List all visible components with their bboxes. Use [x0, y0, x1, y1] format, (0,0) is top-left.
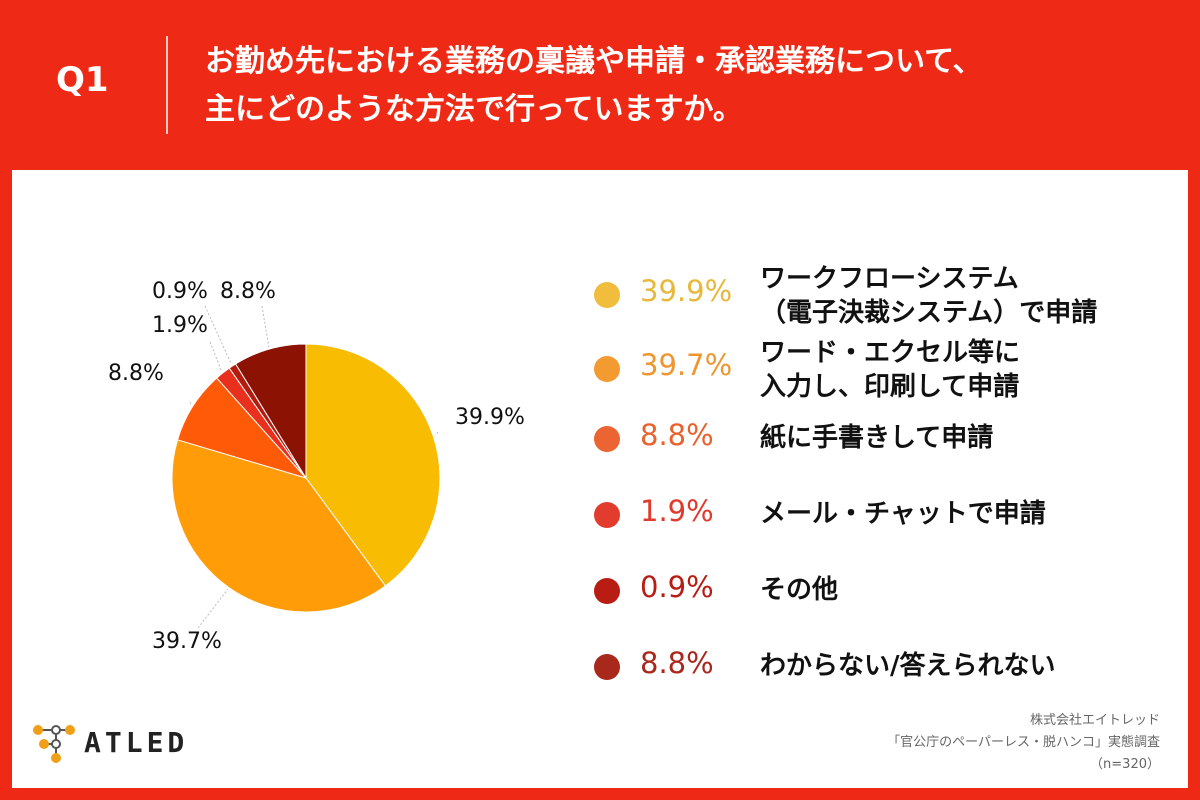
- legend-label: ワード・エクセル等に 入力し、印刷して申請: [760, 336, 1020, 404]
- credit-company: 株式会社エイトレッド: [1029, 713, 1160, 728]
- question-title-line1: お勤め先における業務の稟議や申請・承認業務について、: [205, 44, 983, 79]
- atled-logo-text: ATLED: [84, 726, 189, 759]
- pie-data-label-5: 0.9%: [152, 279, 208, 304]
- legend-swatch: [594, 654, 620, 680]
- pie-slice-1: [305, 343, 441, 587]
- legend-label-line1: 紙に手書きして申請: [760, 423, 994, 453]
- legend-label: メール・チャットで申請: [760, 497, 1046, 531]
- legend-label-line2: （電子決裁システム）で申請: [760, 298, 1098, 328]
- legend-label-line1: ワード・エクセル等に: [760, 338, 1021, 368]
- legend-swatch: [594, 502, 620, 528]
- question-title-line2: 主にどのような方法で行っていますか。: [205, 92, 743, 127]
- pie-slice-2: [171, 439, 387, 613]
- legend-label: ワークフローシステム （電子決裁システム）で申請: [760, 262, 1097, 330]
- legend-swatch: [594, 282, 620, 308]
- legend-percent: 0.9%: [640, 570, 714, 604]
- leader-line-3: [189, 401, 192, 406]
- legend-label: その他: [760, 573, 838, 607]
- leader-line-1: [434, 431, 439, 436]
- legend-percent: 8.8%: [640, 418, 714, 452]
- leader-line-4: [209, 341, 223, 372]
- credit-survey: 「官公庁のペーパーレス・脱ハンコ」実態調査: [887, 735, 1160, 750]
- atled-logo-icon: [33, 725, 75, 763]
- legend-label-line2: 入力し、印刷して申請: [760, 372, 1020, 402]
- legend-label-line1: わからない/答えられない: [760, 651, 1056, 681]
- pie-data-label-6: 8.8%: [220, 279, 276, 304]
- leader-line-6: [261, 305, 270, 348]
- legend-label-line1: その他: [760, 575, 839, 605]
- survey-credit: 株式会社エイトレッド 「官公庁のペーパーレス・脱ハンコ」実態調査 （n=320）: [887, 710, 1160, 776]
- question-title: お勤め先における業務の稟議や申請・承認業務について、 主にどのような方法で行って…: [205, 38, 983, 134]
- legend-label: わからない/答えられない: [760, 649, 1056, 683]
- legend-swatch: [594, 426, 620, 452]
- header-banner: Q1 お勤め先における業務の稟議や申請・承認業務について、 主にどのような方法で…: [0, 0, 1200, 170]
- leader-line-2: [197, 588, 229, 629]
- legend-swatch: [594, 356, 620, 382]
- pie-data-label-1: 39.9%: [455, 405, 525, 430]
- legend-percent: 8.8%: [640, 646, 714, 680]
- pie-data-label-2: 39.7%: [152, 629, 222, 654]
- header-divider: [166, 36, 168, 134]
- credit-sample-size: （n=320）: [1090, 757, 1160, 772]
- pie-data-label-3: 8.8%: [108, 361, 164, 386]
- legend-label-line1: メール・チャットで申請: [760, 499, 1046, 529]
- leader-line-5: [204, 305, 232, 365]
- legend-percent: 39.7%: [640, 348, 733, 382]
- legend-label-line1: ワークフローシステム: [760, 264, 1019, 294]
- legend-label: 紙に手書きして申請: [760, 421, 993, 455]
- pie-data-label-4: 1.9%: [152, 313, 208, 338]
- question-number: Q1: [56, 60, 109, 100]
- atled-logo: ATLED: [30, 722, 230, 766]
- pie-slice-6: [234, 343, 307, 480]
- legend-percent: 1.9%: [640, 494, 714, 528]
- legend-swatch: [594, 578, 620, 604]
- legend-percent: 39.9%: [640, 274, 733, 308]
